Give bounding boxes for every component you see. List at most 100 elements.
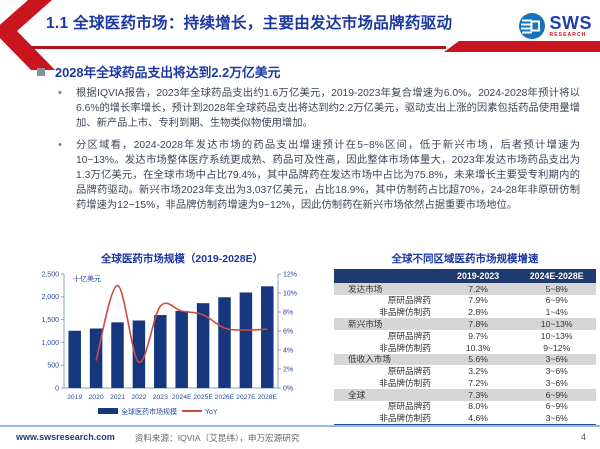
table-row: 低收入市场 5.6% 3~6% [334,353,596,366]
bar-2022 [132,320,146,388]
row-value: 7.8% [438,318,518,331]
left-tick-label: 500 [47,363,59,370]
right-tick-label: 8% [283,309,293,316]
bar-2026E [218,297,231,388]
row-label: 全球 [334,389,439,401]
growth-table: 2019-2023 2024E-2028E 发达市场 7.2% 5~8% 原研品牌药 7.9… [334,269,596,427]
row-label: 原研品牌药 [334,365,439,378]
row-value: 10~13% [517,318,596,331]
row-label: 发达市场 [334,283,439,295]
row-value: 7.9% [438,294,518,307]
table-title: 全球不同区域医药市场规模增速 [391,253,539,265]
section-heading: 2028年全球药品支出将达到2.2万亿美元 [37,62,280,81]
left-tick-label: 2,500 [41,271,59,278]
x-tick-label: 2021 [110,394,125,401]
dot-bullet-icon: • [58,139,62,151]
dot-bullet-icon: • [58,87,62,99]
row-value: 7.2% [438,377,518,390]
table-row: 发达市场 7.2% 5~8% [334,283,596,295]
slide-footer: www.swsresearch.com 资料来源：IQVIA（艾昆纬），申万宏源… [0,425,600,449]
row-value: 9.7% [438,330,518,342]
bullet-text: 根据IQVIA报告，2023年全球药品支出约1.6万亿美元，2019-2023年… [76,88,580,130]
row-label: 原研品牌药 [334,294,439,307]
bullet-text: 分区域看，2024-2028年发达市场的药品支出增速预计在5~8%区间，低于新兴… [76,140,580,212]
x-tick-label: 2027E [236,394,256,401]
row-value: 3~6% [517,412,596,426]
header-rule-thick [444,41,600,52]
x-tick-label: 2028E [257,394,277,401]
row-value: 6~9% [517,400,596,413]
bullet-item: • 根据IQVIA报告，2023年全球药品支出约1.6万亿美元，2019-202… [58,86,580,131]
legend-bar-label: 全球医药市场规模 [121,407,177,416]
legend-line-label: YoY [205,409,218,416]
right-tick-label: 0% [283,385,293,392]
bar-2019 [68,330,81,388]
left-tick-label: 0 [55,385,59,392]
right-tick-label: 6% [283,328,293,335]
bar-2024E [175,310,188,388]
table-row: 原研品牌药 8.0% 6~9% [334,400,596,413]
logo-subtitle: RESEARCH [549,32,587,38]
row-value: 3~6% [517,353,596,366]
row-value: 2.8% [438,306,518,319]
x-tick-label: 2024E [172,394,192,401]
logo-wordmark: SWS [549,13,592,33]
left-tick-label: 2,000 [41,294,59,301]
growth-table-panel: 全球不同区域医药市场规模增速 2019-2023 2024E-2028E 发达市场 7… [334,247,596,427]
footer-website: www.swsresearch.com [16,432,115,442]
bottom-panels: 全球医药市场规模（2019-2028E） 0 500 1,000 1,500 2,000… [0,247,600,427]
square-bullet-icon [37,67,45,76]
right-tick-label: 2% [283,366,293,373]
footer-source: 资料来源：IQVIA（艾昆纬），申万宏源研究 [134,433,300,443]
x-tick-label: 2019 [67,394,82,401]
table-row: 非品牌仿制药 7.2% 3~6% [334,377,596,390]
row-value: 8.0% [438,400,518,413]
row-label: 新兴市场 [334,318,439,331]
x-tick-label: 2025E [193,394,213,401]
table-row: 原研品牌药 7.9% 6~9% [334,294,596,307]
table-header-row: 2019-2023 2024E-2028E [334,269,596,283]
table-row: 新兴市场 7.8% 10~13% [334,318,596,331]
row-label: 非品牌仿制药 [334,341,439,354]
row-label: 非品牌仿制药 [334,306,439,319]
market-size-chart-panel: 全球医药市场规模（2019-2028E） 0 500 1,000 1,500 2,000… [20,247,326,423]
table-row: 原研品牌药 9.7% 10~13% [334,330,596,342]
slide-header: 1.1 全球医药市场：持续增长，主要由发达市场品牌药驱动 SWS RESEARC… [0,0,600,70]
row-value: 3~6% [517,377,596,390]
row-value: 10~13% [517,330,596,342]
x-tick-label: 2020 [89,394,104,401]
row-label: 低收入市场 [334,353,439,366]
right-tick-label: 4% [283,347,293,354]
bullet-item: • 分区域看，2024-2028年发达市场的药品支出增速预计在5~8%区间，低于… [58,138,580,213]
row-value: 6~9% [517,294,596,307]
x-tick-label: 2023 [153,394,168,401]
row-label: 非品牌仿制药 [334,377,439,390]
sws-globe-icon [519,13,546,39]
legend-bar-swatch [98,408,118,414]
table-row: 非品牌仿制药 10.3% 9~12% [334,341,596,354]
bar-2021 [111,322,124,388]
x-tick-label: 2026E [215,394,235,401]
row-value: 6~9% [517,389,596,401]
table-column-header: 2024E-2028E [517,269,596,283]
chart-title: 全球医药市场规模（2019-2028E） [100,253,264,265]
row-value: 7.2% [438,283,518,295]
left-tick-label: 1,000 [41,340,59,347]
row-value: 5.6% [438,353,518,366]
row-value: 9~12% [517,341,596,354]
bar-2025E [196,303,210,388]
right-tick-label: 10% [283,290,297,297]
table-row: 全球 7.3% 6~9% [334,389,596,401]
bar-2028E [261,286,274,388]
bar-2027E [239,292,253,388]
table-column-header [334,269,439,283]
sws-logo: SWS RESEARCH [518,12,592,40]
row-value: 3~6% [517,365,596,378]
row-value: 10.3% [438,341,518,354]
row-value: 1~4% [517,306,596,319]
yoy-line [95,284,268,364]
row-label: 原研品牌药 [334,400,439,413]
market-size-chart: 0 500 1,000 1,500 2,000 2,500 0% 2% 4% 6% 8% 10% 12%… [41,271,297,416]
bar-2023 [154,315,167,388]
row-label: 原研品牌药 [334,330,439,342]
